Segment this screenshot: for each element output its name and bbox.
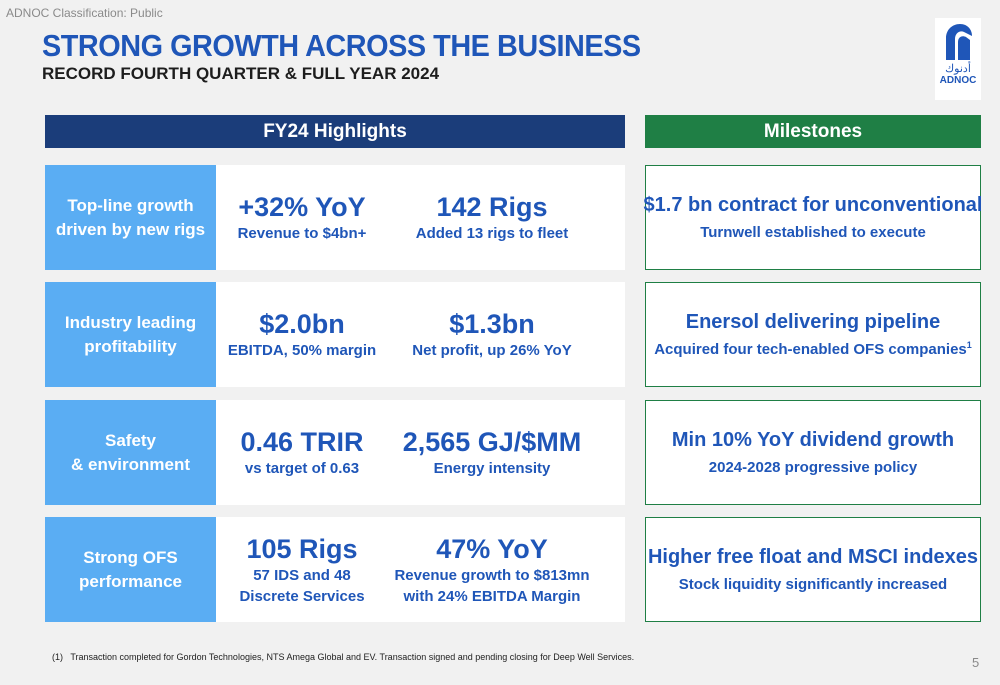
- classification-label: ADNOC Classification: Public: [6, 6, 163, 20]
- metric: 2,565 GJ/$MM Energy intensity: [388, 400, 596, 505]
- metric-value: 142 Rigs: [436, 192, 548, 222]
- highlight-row-ofs: Strong OFS performance 105 Rigs 57 IDS a…: [45, 517, 625, 622]
- footnote-marker: 1: [966, 340, 972, 350]
- metric-description: 57 IDS and 48 Discrete Services: [239, 566, 365, 605]
- milestone-card: Enersol delivering pipeline Acquired fou…: [645, 282, 981, 387]
- page-title: STRONG GROWTH ACROSS THE BUSINESS: [42, 28, 641, 63]
- footnote-number: (1): [52, 652, 63, 662]
- milestone-description: Turnwell established to execute: [700, 218, 926, 243]
- page-number: 5: [972, 655, 980, 670]
- milestone-title: Higher free float and MSCI indexes: [647, 546, 979, 568]
- row-label: Strong OFS performance: [45, 517, 216, 622]
- metric-value: 0.46 TRIR: [240, 427, 364, 457]
- milestone-description-text: Turnwell established to execute: [700, 224, 926, 241]
- metric-description: Net profit, up 26% YoY: [412, 342, 572, 359]
- row-label: Safety & environment: [45, 400, 216, 505]
- falcon-logo-icon: [946, 24, 972, 60]
- highlight-row-profitability: Industry leading profitability $2.0bn EB…: [45, 282, 625, 387]
- metric-value: 105 Rigs: [246, 533, 358, 564]
- milestone-title: $1.7 bn contract for unconventional: [643, 194, 983, 216]
- milestone-description-text: 2024-2028 progressive policy: [708, 459, 918, 476]
- metric-value: $2.0bn: [259, 309, 345, 339]
- metric: 47% YoY Revenue growth to $813mn with 24…: [388, 517, 596, 622]
- milestone-title: Min 10% YoY dividend growth: [671, 429, 955, 451]
- milestone-description-text: Stock liquidity significantly increased: [678, 576, 948, 593]
- milestone-card: Higher free float and MSCI indexes Stock…: [645, 517, 981, 622]
- logo-english-text: ADNOC: [939, 75, 977, 86]
- footnote: (1) Transaction completed for Gordon Tec…: [52, 652, 634, 662]
- highlight-row-topline: Top-line growth driven by new rigs +32% …: [45, 165, 625, 270]
- milestone-description: 2024-2028 progressive policy: [709, 453, 917, 478]
- milestone-card: $1.7 bn contract for unconventional Turn…: [643, 165, 983, 270]
- highlights-header: FY24 Highlights: [45, 115, 625, 148]
- highlight-row-safety: Safety & environment 0.46 TRIR vs target…: [45, 400, 625, 505]
- metric-value: $1.3bn: [449, 309, 535, 339]
- adnoc-logo: أدنوك ADNOC: [935, 18, 981, 100]
- metric: +32% YoY Revenue to $4bn+: [216, 165, 388, 270]
- row-label: Industry leading profitability: [45, 282, 216, 387]
- metric-description: Revenue growth to $813mn with 24% EBITDA…: [394, 566, 590, 605]
- footnote-text: Transaction completed for Gordon Technol…: [70, 652, 635, 662]
- metric-description: Added 13 rigs to fleet: [415, 225, 569, 242]
- metric: $2.0bn EBITDA, 50% margin: [216, 282, 388, 387]
- milestone-description-text: Acquired four tech-enabled OFS companies: [654, 341, 967, 358]
- metric: 142 Rigs Added 13 rigs to fleet: [388, 165, 596, 270]
- milestone-description: Acquired four tech-enabled OFS companies…: [654, 335, 972, 360]
- row-label: Top-line growth driven by new rigs: [45, 165, 216, 270]
- metric: 0.46 TRIR vs target of 0.63: [216, 400, 388, 505]
- milestone-title: Enersol delivering pipeline: [685, 311, 941, 333]
- metric-description: vs target of 0.63: [244, 460, 360, 477]
- metric-value: 47% YoY: [436, 533, 548, 564]
- metric-description: Energy intensity: [433, 460, 551, 477]
- page-subtitle: RECORD FOURTH QUARTER & FULL YEAR 2024: [42, 64, 440, 83]
- metric-value: 2,565 GJ/$MM: [402, 427, 582, 457]
- milestone-description: Stock liquidity significantly increased: [679, 570, 947, 595]
- metric-description: Revenue to $4bn+: [237, 225, 367, 242]
- metric-value: +32% YoY: [238, 192, 366, 222]
- metric: $1.3bn Net profit, up 26% YoY: [388, 282, 596, 387]
- logo-arabic-text: أدنوك: [945, 63, 971, 75]
- milestone-card: Min 10% YoY dividend growth 2024-2028 pr…: [645, 400, 981, 505]
- metric-description: EBITDA, 50% margin: [227, 342, 377, 359]
- milestones-header: Milestones: [645, 115, 981, 148]
- metric: 105 Rigs 57 IDS and 48 Discrete Services: [216, 517, 388, 622]
